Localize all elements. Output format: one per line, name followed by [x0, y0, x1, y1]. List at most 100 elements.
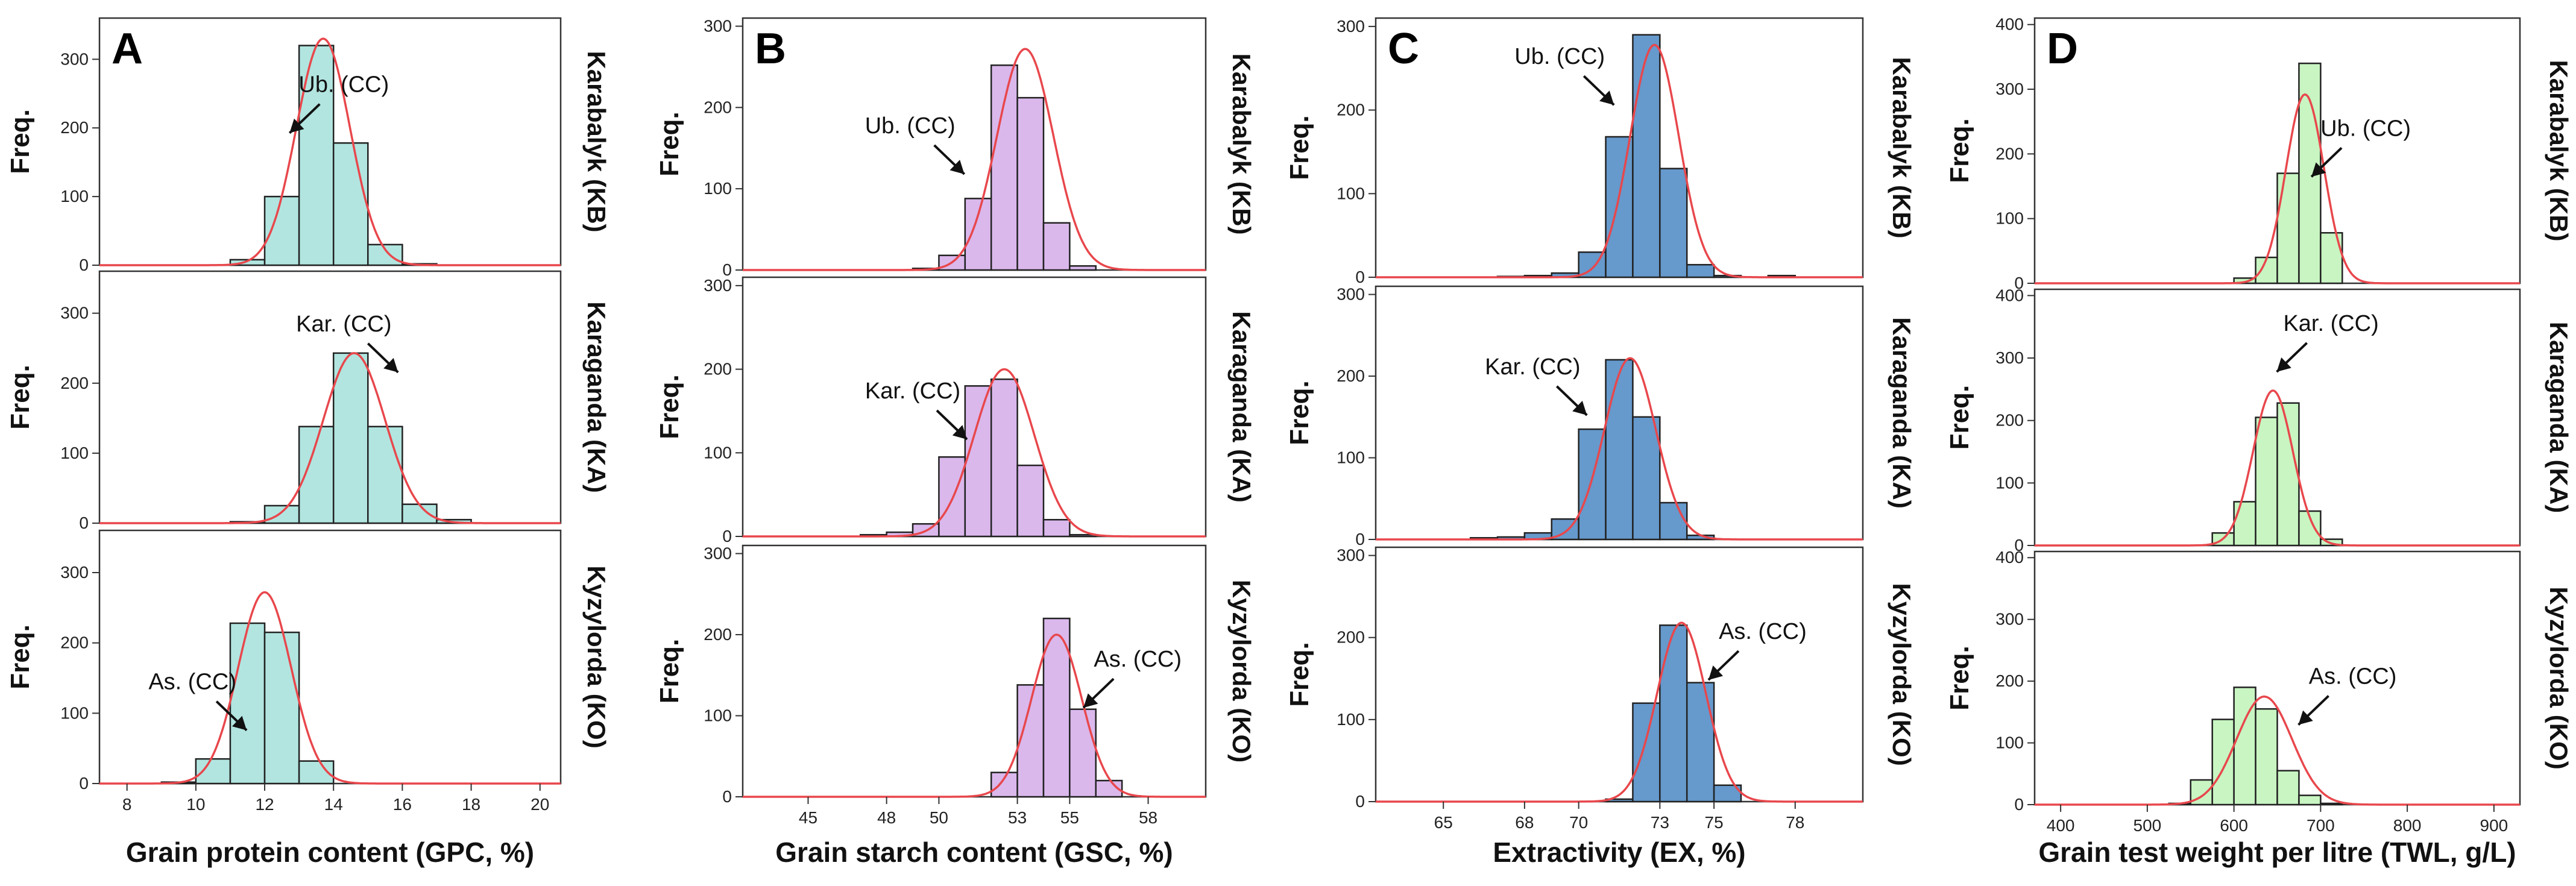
facet-strip-label: Kyzylorda (KO): [582, 565, 611, 748]
annotation-label: Ub. (CC): [2320, 116, 2411, 141]
x-axis-title: Grain test weight per litre (TWL, g/L): [2038, 837, 2516, 868]
annotation-arrow-head: [1599, 90, 1614, 105]
facet-2: 0 100 200 300 Karaganda (KA) Freq. Kar. (CC): [655, 276, 1256, 545]
y-tick-label: 200: [704, 360, 732, 379]
histogram-bar: [2298, 794, 2322, 806]
y-tick-label: 300: [1337, 285, 1365, 304]
x-tick-label: 14: [324, 795, 343, 814]
x-tick-label: 12: [255, 795, 274, 814]
histogram-bar: [1632, 702, 1661, 803]
histogram-bar: [332, 142, 369, 266]
histogram-bar: [1016, 96, 1045, 271]
y-tick-label: 0: [79, 256, 89, 274]
facet-1: 0 100 200 300 Karabalyk (KB) Freq. Ub. (CC): [5, 17, 611, 274]
histogram-bar: [332, 352, 369, 524]
x-tick-label: 48: [877, 808, 896, 827]
annotation-arrow-head: [1083, 693, 1098, 708]
facet-strip-label: Karaganda (KA): [582, 301, 611, 492]
x-tick-label: 400: [2047, 816, 2075, 835]
histogram-bar: [990, 378, 1018, 538]
y-tick-label: 200: [1337, 101, 1365, 119]
y-axis-title: Freq.: [655, 112, 684, 177]
histogram-bar: [1016, 684, 1045, 798]
histogram-bar: [1659, 624, 1688, 803]
x-tick-label: 78: [1786, 813, 1804, 832]
facet-1: 0 100 200 300 400 Karabalyk (KB) Freq. Ub. (CC): [1945, 15, 2573, 292]
facet-strip-label: Kyzylorda (KO): [1888, 583, 1916, 765]
y-tick-label: 0: [1355, 792, 1365, 811]
annotation-label: Kar. (CC): [2283, 311, 2378, 336]
y-tick-label: 300: [704, 544, 732, 562]
facet-1: 0 100 200 300 Karabalyk (KB) Freq. Ub. (CC): [655, 16, 1256, 279]
histogram-bar: [2276, 172, 2300, 284]
y-axis-title: Freq.: [1285, 115, 1314, 180]
y-tick-label: 300: [704, 16, 732, 35]
x-tick-label: 20: [531, 795, 549, 814]
annotation-label: Ub. (CC): [1514, 44, 1605, 69]
normal-curve: [743, 368, 1206, 538]
annotation-arrow-head: [2276, 357, 2291, 372]
y-tick-label: 100: [1995, 473, 2024, 492]
panel-letter: A: [112, 25, 143, 73]
histogram-bar: [1659, 501, 1688, 541]
histogram-bar: [2255, 416, 2278, 547]
annotation-arrow-head: [1572, 400, 1587, 415]
y-tick-label: 100: [1337, 184, 1365, 203]
y-tick-label: 300: [704, 276, 732, 295]
x-axis-title: Extractivity (EX, %): [1493, 837, 1745, 868]
y-tick-label: 0: [722, 260, 732, 279]
histogram-bar: [1605, 136, 1634, 278]
x-tick-label: 50: [930, 808, 948, 827]
x-tick-label: 900: [2480, 816, 2508, 835]
normal-curve: [743, 48, 1206, 271]
y-tick-label: 0: [1355, 530, 1365, 548]
histogram-bar: [367, 426, 403, 524]
y-axis-title: Freq.: [655, 374, 684, 439]
x-tick-label: 70: [1569, 813, 1588, 832]
y-tick-label: 100: [1337, 710, 1365, 729]
histogram-bar: [263, 195, 300, 266]
histogram-bar: [2276, 402, 2300, 547]
annotation-arrow-head: [383, 357, 398, 372]
facet-2: 0 100 200 300 400 Karaganda (KA) Freq. Kar. (CC…: [1945, 286, 2573, 555]
y-tick-label: 200: [60, 633, 89, 652]
annotation-arrow-head: [2311, 162, 2326, 177]
y-axis-title: Freq.: [1285, 642, 1314, 707]
y-tick-label: 200: [60, 374, 89, 392]
x-tick-label: 65: [1434, 813, 1453, 832]
histogram-bar: [1042, 617, 1071, 798]
normal-curve: [2035, 93, 2520, 284]
facet-strip-label: Karabalyk (KB): [2545, 60, 2573, 241]
histogram-bar: [263, 504, 300, 524]
y-axis-title: Freq.: [1285, 380, 1314, 445]
annotation-label: Ub. (CC): [298, 72, 389, 98]
y-axis-title: Freq.: [1945, 385, 1974, 450]
y-tick-label: 100: [704, 443, 732, 462]
normal-curve: [99, 37, 561, 266]
x-axis-title: Grain protein content (GPC, %): [126, 837, 534, 868]
histogram-bar: [1659, 168, 1688, 278]
histogram-bar: [990, 771, 1018, 798]
y-tick-label: 400: [1995, 548, 2024, 567]
panel-letter: B: [755, 25, 786, 73]
y-axis-title: Freq.: [5, 365, 35, 430]
histogram-bar: [2233, 501, 2256, 547]
x-tick-label: 700: [2307, 816, 2335, 835]
x-tick-label: 800: [2393, 816, 2422, 835]
y-tick-label: 0: [2014, 795, 2024, 814]
x-tick-label: 55: [1060, 808, 1079, 827]
facet-strip-label: Karabalyk (KB): [1227, 53, 1256, 234]
facet-strip-label: Karaganda (KA): [1227, 311, 1256, 502]
x-tick-label: 73: [1651, 813, 1669, 832]
facet-2: 0 100 200 300 Karaganda (KA) Freq. Kar. (CC): [1285, 285, 1916, 548]
histogram-bar: [1632, 34, 1661, 278]
y-tick-label: 200: [1337, 366, 1365, 385]
histogram-bar: [1016, 464, 1045, 538]
x-tick-label: 8: [122, 795, 132, 814]
annotation-arrow-head: [289, 118, 304, 133]
annotation-arrow-head: [952, 425, 968, 439]
y-axis-title: Freq.: [1945, 646, 1974, 711]
x-tick-label: 18: [462, 795, 480, 814]
normal-curve: [2035, 695, 2520, 806]
